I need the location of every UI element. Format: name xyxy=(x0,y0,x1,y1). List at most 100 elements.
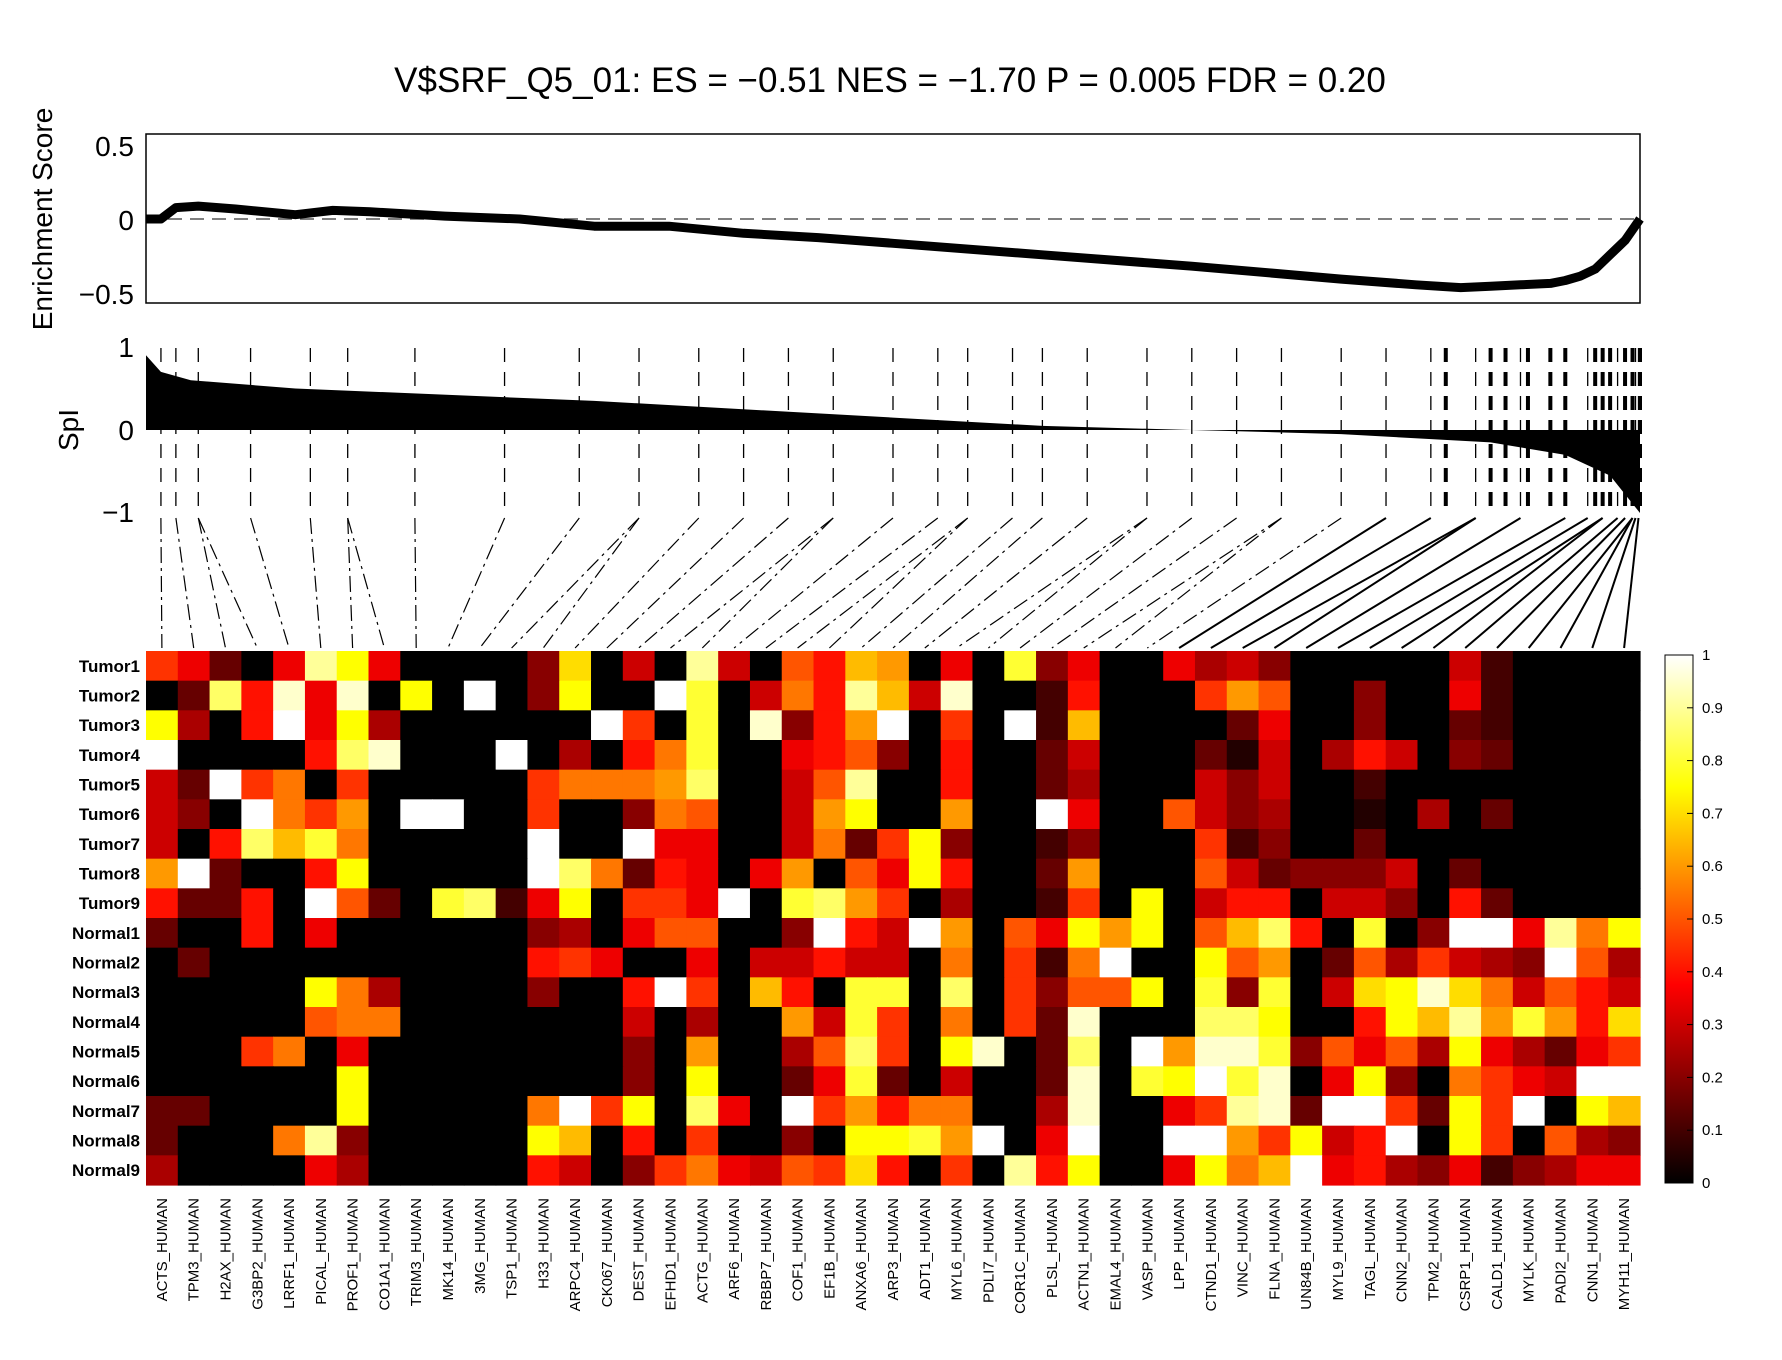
heatmap-cell xyxy=(781,1155,815,1186)
heatmap-cell xyxy=(908,1125,942,1156)
heatmap-cell xyxy=(527,1155,560,1186)
heatmap-cell xyxy=(686,918,719,949)
heatmap-cell xyxy=(940,947,974,978)
heatmap-cell xyxy=(1226,1036,1260,1067)
heatmap-cell xyxy=(845,1096,878,1127)
heatmap-cell xyxy=(1290,769,1323,800)
heatmap-cell xyxy=(1449,918,1482,949)
heatmap-cell xyxy=(304,1096,338,1127)
heatmap-cell xyxy=(273,888,306,919)
heatmap-cell xyxy=(1131,1007,1164,1038)
heatmap-cell xyxy=(527,858,560,889)
heatmap-cell xyxy=(718,1096,751,1127)
heatmap-cell xyxy=(209,1155,242,1186)
heatmap-cell xyxy=(432,1036,465,1067)
heatmap-cell xyxy=(1544,740,1578,771)
spi-ytick-neg1: −1 xyxy=(102,497,134,528)
heatmap-cell xyxy=(781,1036,815,1067)
heatmap-cell xyxy=(1099,1096,1133,1127)
heatmap-cell xyxy=(940,858,974,889)
heatmap-cell xyxy=(400,1036,433,1067)
heatmap-cell xyxy=(781,1096,815,1127)
heatmap-cell xyxy=(432,710,465,741)
heatmap-cell xyxy=(1608,740,1641,771)
heatmap-cell xyxy=(495,740,529,771)
heatmap-cell xyxy=(241,769,274,800)
heatmap-cell xyxy=(1512,977,1546,1008)
gene-connector-line xyxy=(733,517,894,649)
heatmap-cell xyxy=(432,888,465,919)
heatmap-cell xyxy=(1036,858,1069,889)
heatmap-cell xyxy=(781,799,815,830)
heatmap-cell xyxy=(781,651,815,682)
heatmap-cell xyxy=(1290,1066,1323,1097)
heatmap-cell xyxy=(1226,710,1260,741)
heatmap-cell xyxy=(940,1096,974,1127)
heatmap-cell xyxy=(527,1096,560,1127)
heatmap-cell xyxy=(1194,1125,1228,1156)
heatmap-cell xyxy=(1608,1066,1641,1097)
heatmap-cell xyxy=(336,1155,370,1186)
heatmap-cell xyxy=(1353,710,1387,741)
colorbar-tick-label: 0.8 xyxy=(1702,753,1723,770)
heatmap-cell xyxy=(749,710,783,741)
heatmap-cell xyxy=(1004,1096,1037,1127)
heatmap-cell xyxy=(622,918,656,949)
heatmap-cell xyxy=(1163,918,1196,949)
heatmap-cell xyxy=(1576,947,1609,978)
heatmap-cell xyxy=(495,1036,529,1067)
heatmap-cell xyxy=(845,947,878,978)
heatmap-row-label: Tumor9 xyxy=(79,894,140,913)
heatmap-cell xyxy=(1004,977,1037,1008)
gene-connector-line xyxy=(1432,517,1604,649)
heatmap-cell xyxy=(1067,858,1101,889)
heatmap-column-label: TAGL_HUMAN xyxy=(1362,1198,1379,1299)
heatmap-cell xyxy=(972,769,1005,800)
heatmap-cell xyxy=(940,1066,974,1097)
heatmap-cell xyxy=(1353,947,1387,978)
gene-connector-line xyxy=(797,517,969,649)
heatmap-cell xyxy=(877,918,910,949)
heatmap-cell xyxy=(718,680,751,711)
heatmap-cell xyxy=(1258,710,1291,741)
heatmap-cell xyxy=(845,740,878,771)
heatmap-cell xyxy=(686,769,719,800)
heatmap-cell xyxy=(1067,799,1101,830)
heatmap-cell xyxy=(1258,1155,1291,1186)
heatmap-cell xyxy=(1290,740,1323,771)
heatmap-cell xyxy=(495,1007,529,1038)
heatmap-cell xyxy=(146,710,179,741)
heatmap-cell xyxy=(368,651,401,682)
heatmap-cell xyxy=(1608,1007,1641,1038)
heatmap-cell xyxy=(209,947,242,978)
heatmap-column-label: TPM2_HUMAN xyxy=(1425,1198,1442,1301)
heatmap-cell xyxy=(559,680,592,711)
heatmap-cell xyxy=(368,1155,401,1186)
heatmap-cell xyxy=(1036,799,1069,830)
heatmap-cell xyxy=(1036,947,1069,978)
heatmap-cell xyxy=(1417,799,1450,830)
heatmap-cell xyxy=(432,740,465,771)
heatmap-cell xyxy=(1258,858,1291,889)
heatmap-cell xyxy=(813,1096,846,1127)
heatmap-cell xyxy=(1067,1007,1101,1038)
heatmap-column-label: FLNA_HUMAN xyxy=(1266,1198,1283,1300)
heatmap-cell xyxy=(1353,977,1387,1008)
heatmap-cell xyxy=(368,947,401,978)
heatmap-cell xyxy=(813,858,846,889)
heatmap-cell xyxy=(591,977,624,1008)
gene-connector-line xyxy=(924,517,1088,649)
heatmap-cell xyxy=(177,1096,211,1127)
heatmap-cell xyxy=(877,740,910,771)
heatmap-cell xyxy=(1194,947,1228,978)
heatmap-cell xyxy=(1163,769,1196,800)
heatmap-column-label: CNN1_HUMAN xyxy=(1584,1198,1601,1302)
heatmap-column-label: MYL9_HUMAN xyxy=(1330,1198,1347,1301)
heatmap-row-label: Normal7 xyxy=(72,1102,140,1121)
heatmap-cell xyxy=(1290,1096,1323,1127)
heatmap-cell xyxy=(591,740,624,771)
heatmap-cell xyxy=(146,977,179,1008)
heatmap-cell xyxy=(1449,947,1482,978)
heatmap-cell xyxy=(940,1125,974,1156)
heatmap-cell xyxy=(400,740,433,771)
